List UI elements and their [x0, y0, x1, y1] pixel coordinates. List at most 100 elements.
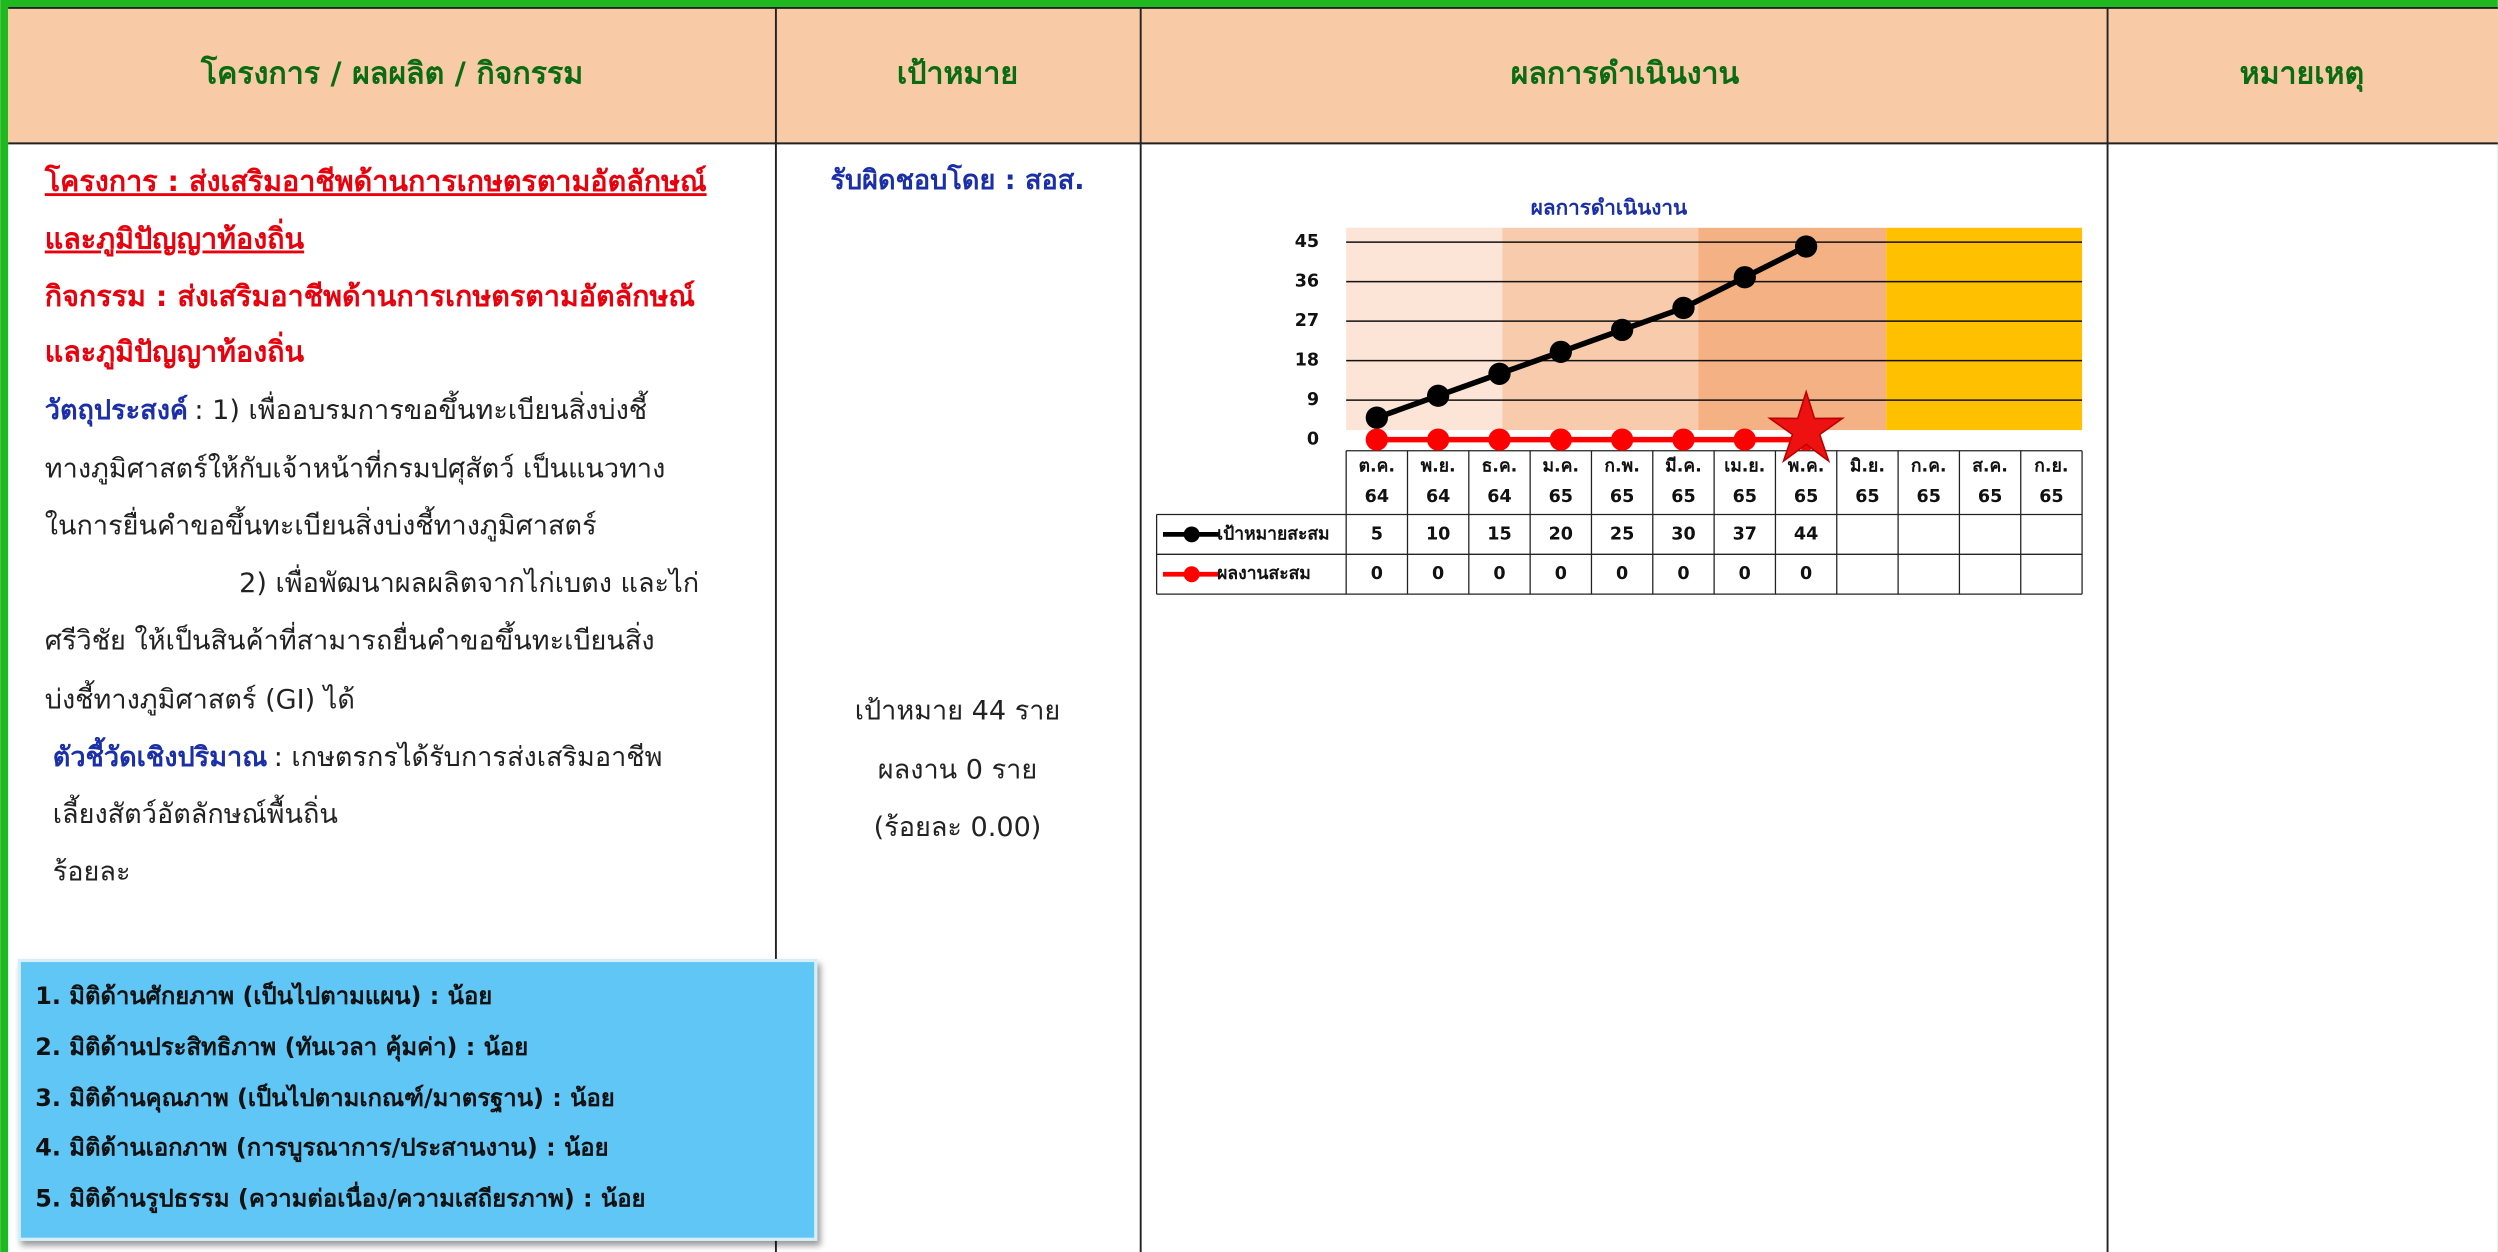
indicator-text: เลี้ยงสัตว์อัตลักษณ์พื้นถิ่น — [53, 794, 338, 830]
table-value: 15 — [1487, 524, 1511, 544]
y-tick-label: 45 — [1295, 232, 1319, 252]
table-value: 25 — [1610, 524, 1634, 544]
y-tick-label: 27 — [1295, 311, 1319, 331]
point — [1549, 340, 1572, 363]
point — [1733, 266, 1756, 289]
point — [1794, 235, 1818, 258]
x-tick-label: มิ.ย. — [1850, 457, 1885, 477]
table-value: 20 — [1549, 524, 1573, 544]
legend-label: เป้าหมายสะสม — [1217, 523, 1329, 544]
dimension: 3. มิติด้านคุณภาพ (เป็นไปตามเกณฑ์/มาตรฐา… — [35, 1083, 615, 1114]
x-tick-label: พ.ย. — [1421, 457, 1456, 477]
quarter-bands — [1346, 227, 2083, 431]
table-lines — [8, 7, 2498, 1252]
point — [1365, 428, 1388, 451]
table-value: 0 — [1800, 564, 1812, 584]
point — [1427, 428, 1450, 451]
chart: 0 9 18 27 36 45 ต.ค. 64 พ.ย. 64 ธ.ค. 64 ม.ค. 65 ก.พ. 65… — [1155, 232, 2083, 595]
x-tick-label: ธ.ค. — [1482, 457, 1518, 477]
table-header — [8, 7, 2498, 144]
x-tick-label: ต.ค. — [1359, 457, 1395, 477]
x-tick-label: ก.พ. — [1604, 457, 1639, 477]
objective: วัตถุประสงค์: 1) เพื่ออบรมการขอขึ้นทะเบี… — [45, 389, 649, 426]
table-value: 0 — [1677, 564, 1689, 584]
table-value: 44 — [1794, 524, 1818, 544]
x-tick-label: มี.ค. — [1665, 456, 1702, 477]
table-value: 0 — [1432, 564, 1444, 584]
y-tick-label: 0 — [1307, 430, 1319, 450]
x-tick-year: 65 — [1794, 487, 1818, 507]
point — [1427, 384, 1450, 407]
objective-text: : 1) เพื่ออบรมการขอขึ้นทะเบียนสิ่งบ่งชี้ — [194, 389, 648, 425]
x-tick-label: ก.ย. — [2034, 457, 2068, 477]
objective-text: 2) เพื่อพัฒนาผลผลิตจากไก่เบตง และไก่ — [239, 564, 699, 599]
x-tick-year: 64 — [1426, 487, 1450, 507]
x-tick-year: 65 — [1855, 487, 1879, 507]
objective-label: วัตถุประสงค์ — [45, 393, 188, 426]
x-tick-label: ส.ค. — [1972, 457, 2008, 477]
chart-title: ผลการดำเนินงาน — [1531, 196, 1688, 220]
project-title: โครงการ : ส่งเสริมอาชีพด้านการเกษตรตามอั… — [44, 163, 707, 198]
dimension-box — [17, 958, 818, 1241]
table-value: 0 — [1616, 564, 1628, 584]
x-tick-label: ม.ค. — [1543, 457, 1580, 477]
target-text: ผลงาน 0 ราย — [878, 754, 1037, 785]
y-tick-label: 36 — [1295, 272, 1319, 292]
point — [1672, 428, 1695, 451]
header-cell: เป้าหมาย — [897, 56, 1018, 91]
star — [1767, 389, 1846, 464]
objective-text: ทางภูมิศาสตร์ให้กับเจ้าหน้าที่กรมปศุสัตว… — [45, 449, 666, 485]
project-title: และภูมิปัญญาท้องถิ่น — [45, 218, 305, 257]
point — [1610, 428, 1634, 451]
x-tick-label: พ.ค. — [1788, 457, 1825, 477]
point — [1672, 296, 1695, 320]
activity-title: และภูมิปัญญาท้องถิ่น — [45, 331, 305, 370]
target-text: เป้าหมาย 44 ราย — [855, 696, 1061, 727]
x-tick-year: 65 — [2039, 487, 2063, 507]
legend-label: ผลงานสะสม — [1217, 564, 1311, 584]
point — [1365, 406, 1388, 429]
indicator-label: ตัวชี้วัดเชิงปริมาณ — [53, 736, 268, 773]
point — [1610, 318, 1634, 342]
x-tick-year: 65 — [1978, 487, 2002, 507]
x-tick-year: 65 — [1733, 487, 1757, 507]
x-tick-year: 65 — [1549, 487, 1573, 507]
table-value: 0 — [1371, 564, 1383, 584]
dimension: 4. มิติด้านเอกภาพ (การบูรณาการ/ประสานงาน… — [35, 1133, 608, 1162]
indicator-text: ร้อยละ — [53, 856, 131, 887]
x-tick-label: เม.ย. — [1724, 457, 1765, 477]
dimension: 2. มิติด้านประสิทธิภาพ (ทันเวลา คุ้มค่า)… — [35, 1033, 528, 1062]
point — [1488, 362, 1511, 385]
table-value: 0 — [1555, 564, 1567, 584]
dimension: 1. มิติด้านศักยภาพ (เป็นไปตามแผน) : น้อย — [35, 981, 492, 1010]
y-tick-label: 9 — [1307, 390, 1319, 410]
table-value: 5 — [1371, 524, 1383, 544]
objective-text: บ่งชี้ทางภูมิศาสตร์ (GI) ได้ — [45, 679, 355, 715]
table-value: 37 — [1733, 524, 1757, 544]
point — [1549, 428, 1572, 451]
indicator: ตัวชี้วัดเชิงปริมาณ: เกษตรกรได้รับการส่ง… — [53, 736, 663, 773]
activity-title: กิจกรรม : ส่งเสริมอาชีพด้านการเกษตรตามอั… — [45, 279, 695, 313]
target-text: (ร้อยละ 0.00) — [874, 812, 1042, 843]
objective-text: ในการยื่นคำขอขึ้นทะเบียนสิ่งบ่งชี้ทางภูม… — [45, 506, 597, 542]
dimension: 5. มิติด้านรูปธรรม (ความต่อเนื่อง/ความเส… — [35, 1181, 645, 1213]
point — [1733, 428, 1756, 451]
legend-marker — [1183, 526, 1200, 543]
x-tick-year: 65 — [1610, 487, 1634, 507]
x-tick-year: 64 — [1487, 487, 1511, 507]
indicator-text: : เกษตรกรได้รับการส่งเสริมอาชีพ — [274, 742, 663, 773]
y-tick-label: 18 — [1295, 351, 1319, 371]
x-tick-year: 65 — [1917, 487, 1941, 507]
header-cell: โครงการ / ผลผลิต / กิจกรรม — [200, 54, 583, 91]
x-tick-year: 64 — [1365, 487, 1389, 507]
table-value: 10 — [1426, 524, 1450, 544]
responsible: รับผิดชอบโดย : สอส. — [830, 163, 1084, 196]
objective-text: ศรีวิชัย ให้เป็นสินค้าที่สามารถยื่นคำขอข… — [45, 620, 655, 656]
x-tick-year: 65 — [1671, 487, 1695, 507]
x-tick-label: ก.ค. — [1911, 457, 1947, 477]
point — [1488, 428, 1511, 451]
legend-marker — [1183, 566, 1200, 583]
header-cell: หมายเหตุ — [2240, 56, 2365, 92]
table-value: 30 — [1671, 524, 1695, 544]
